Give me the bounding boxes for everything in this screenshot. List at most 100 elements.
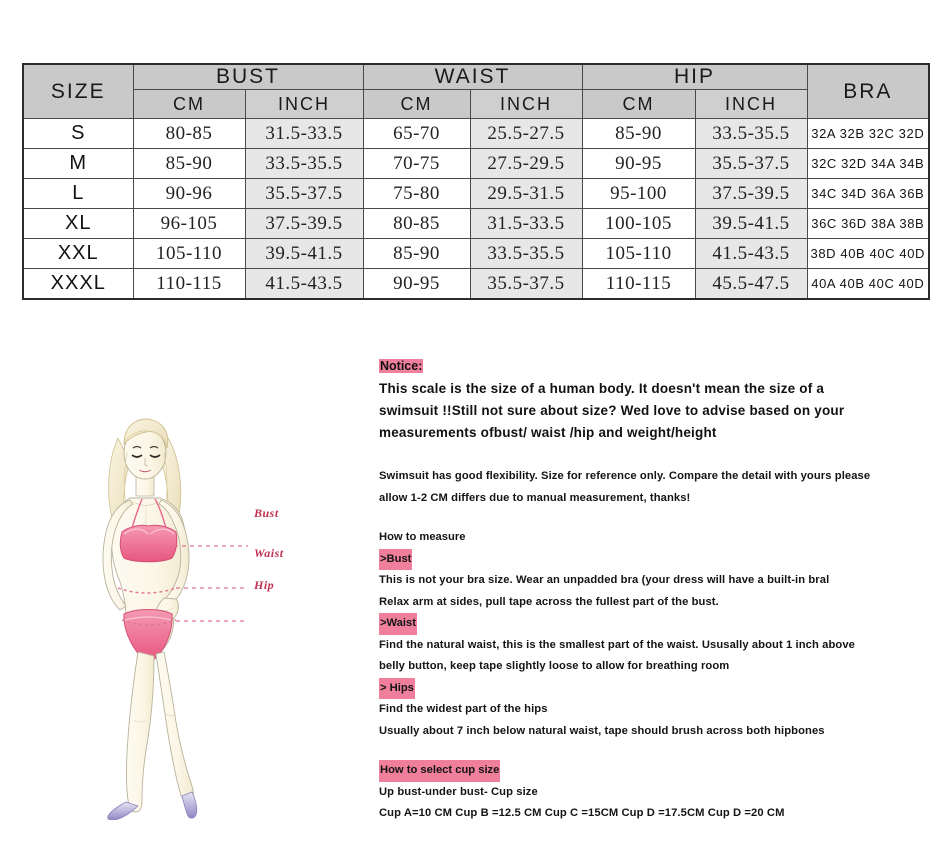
section-heading-hips: > Hips — [379, 677, 924, 699]
cell-bra: 32A 32B 32C 32D — [806, 118, 930, 149]
flexibility-line-1: Swimsuit has good flexibility. Size for … — [379, 470, 871, 482]
cell-bust-inch: 33.5-35.5 — [244, 148, 364, 179]
cell-bust-inch: 35.5-37.5 — [244, 178, 364, 209]
knee-line-right — [165, 713, 177, 717]
bust-measure-arc — [121, 545, 175, 552]
cell-waist-cm: 65-70 — [362, 118, 471, 149]
cell-bra: 38D 40B 40C 40D — [806, 238, 930, 269]
cell-waist-cm: 70-75 — [362, 148, 471, 179]
cell-waist-cm: 85-90 — [362, 238, 471, 269]
cell-size: L — [22, 178, 134, 209]
eye-left — [131, 454, 143, 458]
cell-hip-inch: 37.5-39.5 — [694, 178, 808, 209]
notice-intro-line-2: swimsuit !!Still not sure about size? We… — [379, 403, 845, 418]
figure-label-hip: Hip — [254, 578, 275, 592]
header-hip: HIP — [581, 63, 808, 90]
header-bust-cm: CM — [132, 89, 246, 119]
cell-size: S — [22, 118, 134, 149]
notice-intro-line-3: measurements ofbust/ waist /hip and weig… — [379, 425, 717, 440]
hips-instruction-line-1: Find the widest part of the hips — [379, 703, 548, 715]
notice-heading-text: Notice: — [379, 359, 424, 373]
cell-waist-inch: 29.5-31.5 — [469, 178, 583, 209]
header-waist-inch: INCH — [469, 89, 583, 119]
cell-size: M — [22, 148, 134, 179]
cup-size-heading-text: How to select cup size — [379, 760, 501, 782]
section-heading-waist-text: >Waist — [379, 613, 417, 635]
notice-instructions-panel: Notice: This scale is the size of a huma… — [379, 356, 924, 825]
figure-label-bust: Bust — [254, 506, 279, 520]
eyebrow-left — [132, 445, 142, 449]
cell-hip-cm: 95-100 — [581, 178, 696, 209]
cell-waist-inch: 31.5-33.5 — [469, 208, 583, 239]
cell-bra: 34C 34D 36A 36B — [806, 178, 930, 209]
section-heading-hips-text: > Hips — [379, 677, 415, 699]
cell-bra: 32C 32D 34A 34B — [806, 148, 930, 179]
table-header: SIZE BUST WAIST HIP BRA CM INCH CM INCH … — [22, 63, 930, 119]
header-waist: WAIST — [362, 63, 583, 90]
cell-size: XXXL — [22, 268, 134, 300]
spacer — [379, 509, 924, 527]
header-size: SIZE — [22, 63, 134, 119]
header-bra: BRA — [806, 63, 930, 119]
header-hip-inch: INCH — [694, 89, 808, 119]
cell-waist-cm: 80-85 — [362, 208, 471, 239]
shoe-left — [107, 801, 139, 820]
header-waist-cm: CM — [362, 89, 471, 119]
cell-hip-inch: 35.5-37.5 — [694, 148, 808, 179]
cell-size: XXL — [22, 238, 134, 269]
cup-seam-right — [149, 528, 175, 535]
cell-waist-inch: 25.5-27.5 — [469, 118, 583, 149]
section-heading-bust: >Bust — [379, 548, 924, 570]
bust-instruction-line-1: This is not your bra size. Wear an unpad… — [379, 574, 830, 586]
figure-label-waist: Waist — [254, 546, 284, 560]
table-header-row-units: CM INCH CM INCH CM INCH — [23, 89, 929, 119]
header-bust: BUST — [132, 63, 364, 90]
strap-right — [154, 498, 167, 529]
hair-front — [123, 418, 169, 449]
cup-size-heading: How to select cup size — [379, 760, 924, 782]
cell-size: XL — [22, 208, 134, 239]
hip-measure-arc — [121, 619, 177, 626]
header-hip-cm: CM — [581, 89, 696, 119]
cell-waist-cm: 75-80 — [362, 178, 471, 209]
cup-seam-left — [123, 528, 149, 535]
body-measurement-illustration: Bust Waist Hip — [60, 400, 360, 820]
header-bust-inch: INCH — [244, 89, 364, 119]
eye-right — [149, 454, 161, 458]
table-row: XXXL 110-115 41.5-43.5 90-95 35.5-37.5 1… — [22, 268, 930, 300]
flexibility-line-2: allow 1-2 CM differs due to manual measu… — [379, 491, 691, 504]
table-row: S 80-85 31.5-33.5 65-70 25.5-27.5 85-90 … — [22, 118, 930, 149]
knee-line-left — [133, 719, 147, 723]
cell-hip-cm: 90-95 — [581, 148, 696, 179]
cell-bust-cm: 85-90 — [132, 148, 246, 179]
spacer — [379, 444, 924, 466]
cell-hip-cm: 105-110 — [581, 238, 696, 269]
cell-waist-inch: 33.5-35.5 — [469, 238, 583, 269]
spacer — [379, 742, 924, 760]
cell-bust-cm: 110-115 — [132, 268, 246, 300]
cell-hip-inch: 39.5-41.5 — [694, 208, 808, 239]
cell-bra: 36C 36D 38A 38B — [806, 208, 930, 239]
lips — [138, 469, 152, 473]
cell-bust-cm: 80-85 — [132, 118, 246, 149]
size-chart-table: SIZE BUST WAIST HIP BRA CM INCH CM INCH … — [22, 63, 931, 300]
table-row: XXL 105-110 39.5-41.5 85-90 33.5-35.5 10… — [22, 238, 930, 269]
cell-bust-inch: 39.5-41.5 — [244, 238, 364, 269]
cell-hip-inch: 41.5-43.5 — [694, 238, 808, 269]
waist-instruction-line-1: Find the natural waist, this is the smal… — [379, 638, 855, 651]
section-heading-waist: >Waist — [379, 613, 924, 635]
section-heading-bust-text: >Bust — [379, 548, 413, 570]
table-row: L 90-96 35.5-37.5 75-80 29.5-31.5 95-100… — [22, 178, 930, 209]
cell-bust-inch: 31.5-33.5 — [244, 118, 364, 149]
cell-bra: 40A 40B 40C 40D — [806, 268, 930, 300]
notice-heading: Notice: — [379, 356, 924, 376]
bust-instruction-line-2: Relax arm at sides, pull tape across the… — [379, 595, 719, 608]
cell-hip-inch: 45.5-47.5 — [694, 268, 808, 300]
hair-strand-1 — [123, 430, 149, 443]
table-row: M 85-90 33.5-35.5 70-75 27.5-29.5 90-95 … — [22, 148, 930, 179]
cell-hip-cm: 100-105 — [581, 208, 696, 239]
cell-bust-inch: 37.5-39.5 — [244, 208, 364, 239]
nose — [144, 458, 149, 467]
cup-size-line-1: Up bust-under bust- Cup size — [379, 785, 538, 798]
cell-waist-inch: 35.5-37.5 — [469, 268, 583, 300]
